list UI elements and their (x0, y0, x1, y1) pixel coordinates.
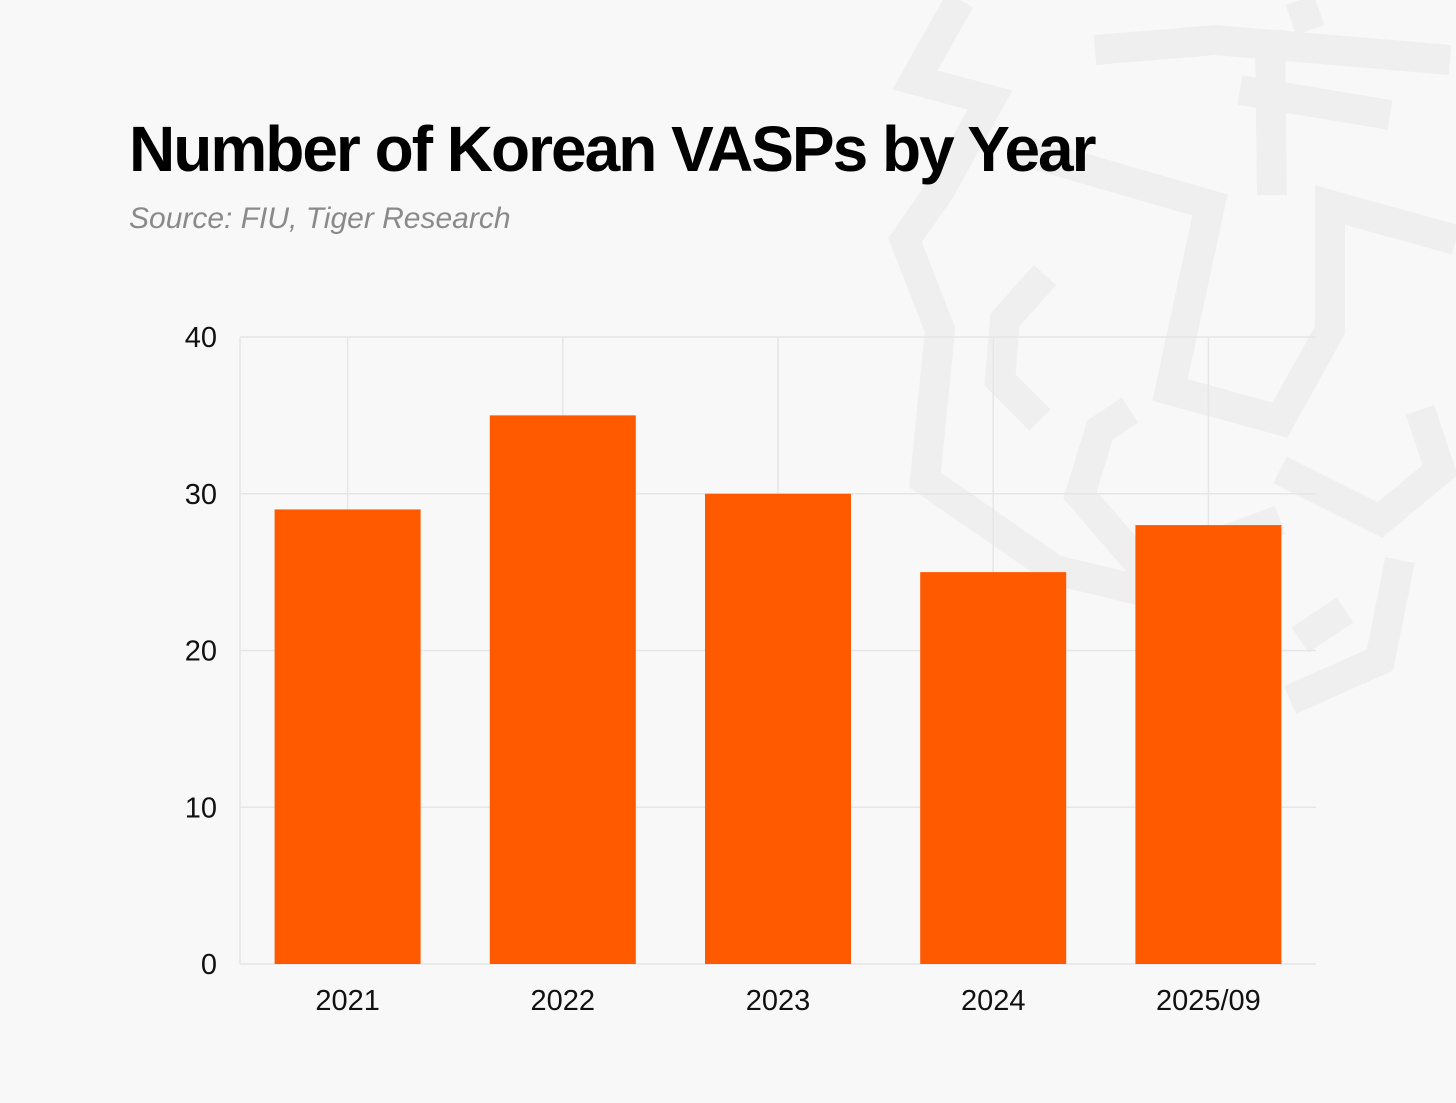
x-tick-label: 2025/09 (1156, 985, 1261, 1017)
bar-2022 (489, 415, 636, 964)
chart-subtitle: Source: FIU, Tiger Research (129, 202, 511, 235)
bar-2024 (920, 572, 1067, 964)
x-axis-ticks: 2021 2022 2023 2024 2025/09 (315, 985, 1260, 1017)
bar-2023 (705, 493, 851, 964)
chart-title: Number of Korean VASPs by Year (129, 113, 1097, 185)
bar-2021 (274, 509, 421, 964)
x-tick-label: 2024 (961, 985, 1026, 1017)
x-tick-label: 2021 (315, 985, 380, 1017)
y-tick-label: 10 (185, 792, 217, 824)
x-tick-label: 2022 (531, 985, 596, 1017)
y-tick-label: 30 (185, 479, 217, 511)
y-axis-ticks: 0 10 20 30 40 (185, 322, 217, 981)
y-tick-label: 40 (185, 322, 217, 354)
y-tick-label: 0 (201, 949, 217, 981)
bar-layer (274, 415, 1282, 964)
x-tick-label: 2023 (746, 985, 811, 1017)
bar-2025-09 (1135, 525, 1282, 964)
y-tick-label: 20 (185, 636, 217, 668)
